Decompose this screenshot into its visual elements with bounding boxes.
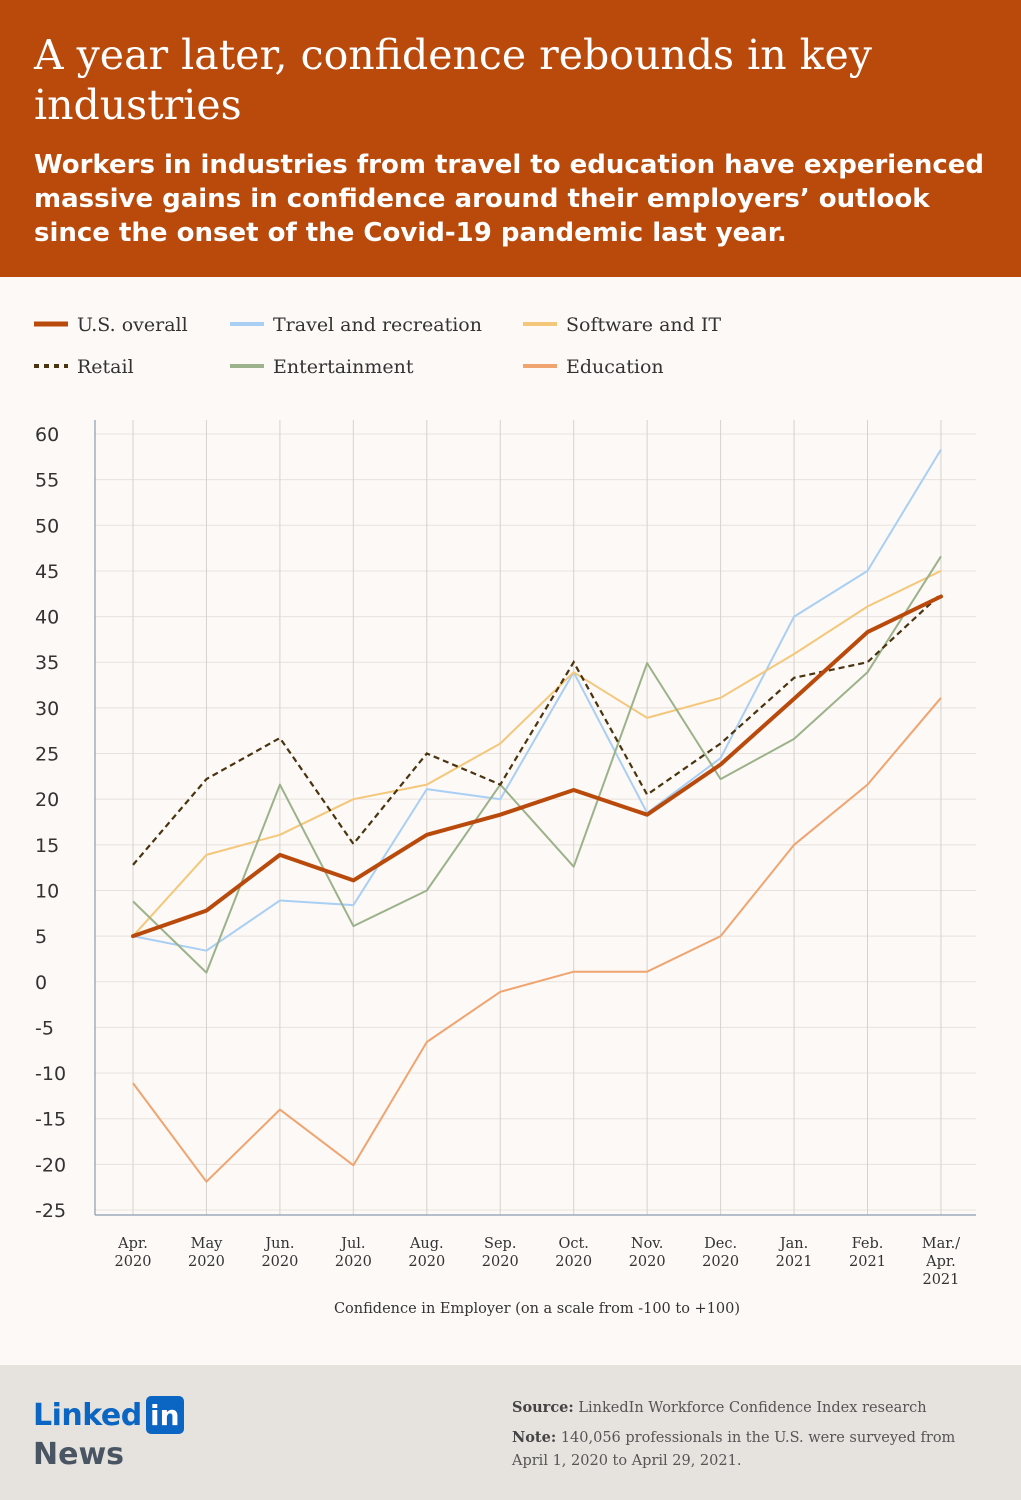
- y-tick-label: 60: [35, 424, 59, 446]
- x-tick-label: Sep. 2020: [482, 1236, 519, 1270]
- source-line: Source: LinkedIn Workforce Confidence In…: [512, 1396, 982, 1420]
- chart-grid: [94, 420, 976, 1216]
- legend-item-education: Education: [523, 356, 664, 378]
- y-tick-label: 40: [35, 607, 59, 629]
- y-tick-label: 50: [35, 515, 59, 537]
- y-tick-label: 30: [35, 698, 59, 720]
- x-tick-label: Jul. 2020: [335, 1236, 372, 1270]
- y-tick-label: -20: [35, 1154, 66, 1176]
- legend-item-u-s-overall: U.S. overall: [34, 314, 188, 336]
- legend-label: U.S. overall: [77, 314, 188, 336]
- y-tick-label: 55: [35, 470, 59, 492]
- x-axis-title: Confidence in Employer (on a scale from …: [334, 1301, 740, 1317]
- page-subtitle: Workers in industries from travel to edu…: [34, 150, 985, 248]
- y-tick-label: 10: [35, 880, 59, 902]
- series-line-entertainment: [132, 555, 942, 974]
- source-text: LinkedIn Workforce Confidence Index rese…: [578, 1400, 927, 1416]
- x-tick-label: Aug. 2020: [408, 1236, 445, 1270]
- y-tick-label: 0: [35, 972, 47, 994]
- page-title: A year later, confidence rebounds in key…: [34, 31, 872, 129]
- legend-label: Retail: [77, 356, 134, 378]
- linkedin-news-logo: Linked in News: [33, 1395, 184, 1472]
- note-line: Note: 140,056 professionals in the U.S. …: [512, 1426, 982, 1473]
- source-notes: Source: LinkedIn Workforce Confidence In…: [512, 1396, 982, 1479]
- y-tick-label: 25: [35, 744, 59, 766]
- y-tick-label: 15: [35, 835, 59, 857]
- chart-series: [131, 448, 943, 1183]
- legend-item-retail: Retail: [34, 356, 134, 378]
- x-tick-label: Nov. 2020: [629, 1236, 666, 1270]
- legend-label: Travel and recreation: [273, 314, 482, 336]
- footer: Linked in News Source: LinkedIn Workforc…: [0, 1365, 1021, 1500]
- legend-label: Entertainment: [273, 356, 414, 378]
- legend-item-software-and-it: Software and IT: [523, 314, 721, 336]
- source-label: Source:: [512, 1399, 574, 1416]
- header-banner: A year later, confidence rebounds in key…: [0, 0, 1021, 277]
- logo-linked-text: Linked: [33, 1397, 142, 1433]
- y-tick-label: -10: [35, 1063, 66, 1085]
- legend-label: Software and IT: [566, 314, 721, 336]
- x-tick-label: Jan. 2021: [776, 1236, 813, 1270]
- logo-wordmark: Linked in: [33, 1395, 184, 1435]
- series-line-software-and-it: [132, 570, 942, 937]
- series-line-u-s-overall: [131, 594, 943, 939]
- note-label: Note:: [512, 1429, 557, 1446]
- y-tick-label: 20: [35, 789, 59, 811]
- legend-item-travel-and-recreation: Travel and recreation: [230, 314, 482, 336]
- y-tick-label: 35: [35, 652, 59, 674]
- y-tick-label: 5: [35, 926, 47, 948]
- y-tick-label: -5: [35, 1017, 54, 1039]
- x-tick-label: Mar./Apr. 2021: [922, 1236, 960, 1288]
- series-line-retail: [132, 592, 942, 866]
- logo-news-text: News: [33, 1437, 125, 1472]
- series-line-education: [132, 697, 942, 1183]
- series-line-travel-and-recreation: [132, 448, 942, 952]
- x-tick-label: Jun. 2020: [261, 1236, 298, 1270]
- x-tick-label: Feb. 2021: [849, 1236, 886, 1270]
- x-tick-label: May 2020: [188, 1236, 225, 1270]
- y-tick-label: 45: [35, 561, 59, 583]
- note-text: 140,056 professionals in the U.S. were s…: [512, 1430, 956, 1469]
- y-tick-label: -15: [35, 1109, 66, 1131]
- line-chart: U.S. overall Travel and recreation Softwar…: [34, 314, 976, 1317]
- x-tick-label: Oct. 2020: [555, 1236, 592, 1270]
- x-tick-label: Dec. 2020: [702, 1236, 739, 1270]
- x-axis: Apr. 2020 May 2020 Jun. 2020 Jul. 2020 Aug. 2020 S…: [115, 1236, 961, 1288]
- y-tick-label: -25: [35, 1200, 66, 1222]
- legend-label: Education: [566, 356, 664, 378]
- legend-item-entertainment: Entertainment: [230, 356, 414, 378]
- logo-in-badge: in: [145, 1396, 184, 1434]
- chart-legend: U.S. overall Travel and recreation Softwar…: [34, 314, 721, 378]
- x-tick-label: Apr. 2020: [115, 1236, 152, 1270]
